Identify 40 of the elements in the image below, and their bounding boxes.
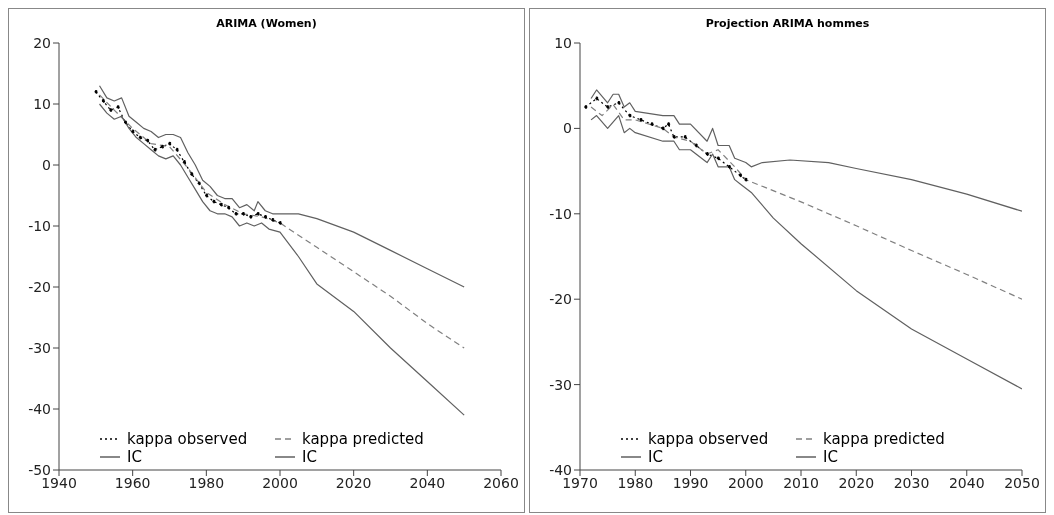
x-tick-label: 1990: [672, 474, 709, 491]
y-tick-label: -20: [28, 278, 51, 295]
x-tick-label: 2040: [948, 474, 985, 491]
x-tick-label: 2000: [262, 474, 298, 491]
x-tick-label: 1960: [114, 474, 151, 491]
line-series: [590, 89, 1022, 212]
x-tick-label: 2020: [838, 474, 875, 491]
chart-title: Projection ARIMA hommes: [704, 17, 871, 32]
x-tick-label: 2040: [409, 474, 446, 491]
legend-label: kappa predicted: [823, 430, 945, 448]
x-tick-label: 2030: [893, 474, 930, 491]
line-series: [590, 114, 1022, 390]
x-tick-label: 2010: [783, 474, 819, 491]
legend-label: IC: [127, 448, 142, 466]
x-tick-label: 2050: [1004, 474, 1040, 491]
y-tick-label: -10: [28, 217, 51, 234]
legend-label: kappa observed: [127, 430, 248, 448]
x-tick-label: 2020: [335, 474, 372, 491]
y-tick-label: 0: [42, 156, 51, 173]
y-tick-label: -30: [28, 339, 51, 356]
chart-title: ARIMA (Women): [215, 17, 318, 32]
y-tick-label: -30: [549, 376, 572, 393]
legend-label: IC: [302, 448, 317, 466]
y-tick-label: 20: [33, 34, 51, 51]
legend-label: IC: [648, 448, 663, 466]
legend-label: kappa observed: [648, 430, 769, 448]
y-tick-label: 10: [554, 34, 572, 51]
legend-label: kappa predicted: [302, 430, 424, 448]
y-tick-label: 0: [563, 120, 572, 137]
x-tick-label: 2000: [727, 474, 764, 491]
y-tick-label: -40: [28, 400, 51, 417]
legend-label: IC: [823, 448, 838, 466]
y-tick-label: 10: [33, 95, 51, 112]
y-tick-label: -20: [549, 291, 572, 308]
y-tick-label: -10: [549, 205, 572, 222]
line-series: [98, 85, 465, 288]
line-series: [590, 103, 1022, 300]
x-tick-label: 1980: [188, 474, 225, 491]
x-tick-label: 1980: [617, 474, 654, 491]
x-tick-label: 2060: [483, 474, 519, 491]
